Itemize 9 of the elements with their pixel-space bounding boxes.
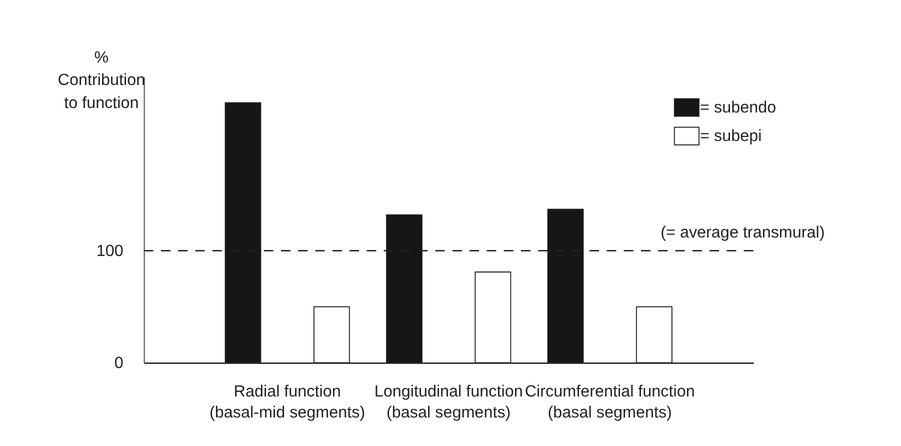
x-tick-label: Radial function (basal-mid segments) <box>210 382 366 422</box>
legend-label: = subendo <box>700 98 776 116</box>
legend-label: = subepi <box>700 126 762 145</box>
x-tick-label: Circumferential function (basal segments) <box>524 382 695 422</box>
y-axis-title: % Contribution to function <box>58 48 146 112</box>
ref-line-label: (= average transmural) <box>660 223 825 242</box>
y-tick-label: 0 <box>114 354 124 372</box>
y-tick-label: 100 <box>96 242 124 260</box>
x-tick-label: Longitudinal function (basal segments) <box>374 382 523 422</box>
